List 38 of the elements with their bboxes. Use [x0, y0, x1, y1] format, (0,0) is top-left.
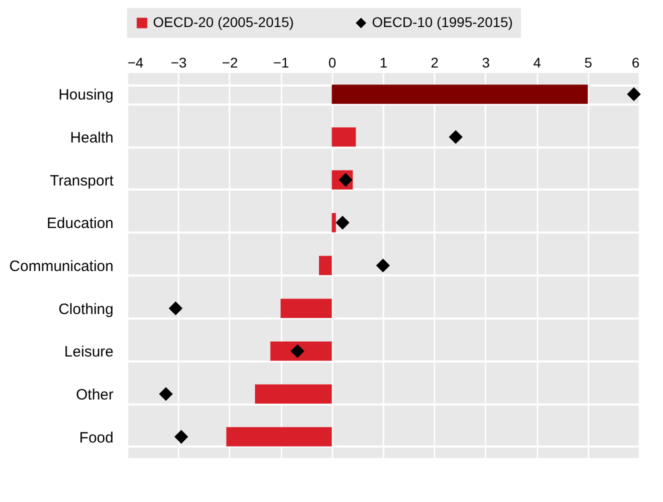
x-tick-label: 5: [584, 54, 592, 70]
legend-label: OECD-20 (2005-2015): [153, 14, 294, 30]
x-tick-label: 0: [328, 54, 336, 70]
point: [336, 216, 350, 230]
y-tick-label: Food: [79, 429, 114, 446]
point: [448, 130, 463, 144]
point: [168, 301, 183, 316]
x-tick-label: −1: [273, 54, 290, 70]
x-tick-label: 3: [482, 54, 490, 70]
y-tick-label: Clothing: [58, 300, 114, 318]
x-tick-label: 1: [380, 54, 388, 70]
bar: [226, 427, 332, 446]
y-tick-label: Housing: [58, 86, 114, 104]
point: [159, 387, 173, 401]
x-tick-label: −4: [128, 54, 144, 70]
legend-label: OECD-10 (1995-2015): [372, 14, 513, 30]
bar: [319, 256, 332, 276]
x-tick-label: 4: [533, 54, 542, 70]
x-tick-label: −2: [222, 54, 238, 70]
bar: [270, 342, 332, 361]
bar: [332, 213, 336, 232]
y-tick-label: Health: [70, 130, 114, 147]
bar: [280, 298, 332, 318]
y-tick-label: Other: [76, 386, 114, 404]
point: [626, 87, 641, 102]
point: [290, 344, 304, 358]
bar: [332, 127, 356, 147]
y-tick-label: Education: [46, 215, 114, 232]
y-tick-label: Communication: [9, 258, 114, 275]
x-tick-label: 6: [632, 54, 640, 70]
point: [376, 258, 390, 272]
bar: [332, 84, 588, 104]
y-tick-label: Leisure: [64, 344, 114, 361]
x-tick-label: 2: [430, 54, 439, 70]
bar: [255, 384, 332, 404]
point: [174, 430, 188, 444]
x-tick-label: −3: [170, 54, 187, 70]
y-tick-label: Transport: [50, 172, 114, 190]
